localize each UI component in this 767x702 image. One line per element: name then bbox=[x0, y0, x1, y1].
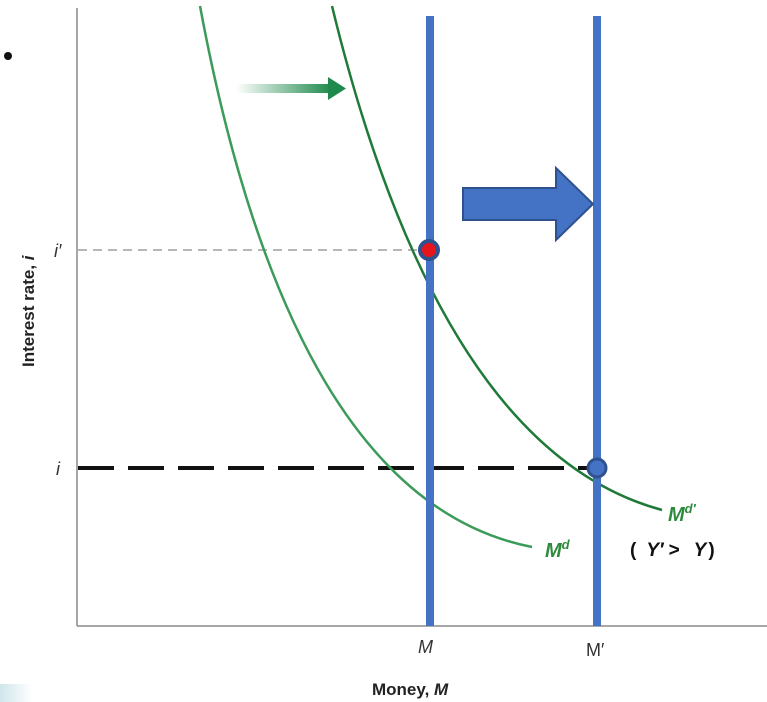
x-tick-m: M bbox=[418, 637, 433, 657]
income-annotation: (Y′ > Y) bbox=[630, 540, 715, 561]
y-tick-i-prime: i′ bbox=[54, 241, 62, 261]
money-demand-curve-md bbox=[198, 5, 533, 549]
slide-bullet-dot bbox=[4, 52, 12, 60]
curve-label-md: Md bbox=[545, 537, 571, 562]
y-axis-title: Interest rate, i bbox=[19, 254, 38, 367]
curve-label-md-prime: Md′ bbox=[668, 501, 697, 526]
supply-shift-arrow bbox=[462, 165, 595, 243]
demand-shift-arrow bbox=[236, 77, 346, 100]
x-tick-m-prime: M′ bbox=[586, 640, 605, 660]
corner-decoration bbox=[0, 684, 32, 702]
equilibrium-point-original bbox=[418, 239, 440, 261]
x-axis-title: Money, M bbox=[372, 680, 449, 699]
money-demand-curve-md-prime bbox=[330, 5, 663, 512]
equilibrium-point-new bbox=[586, 457, 608, 479]
y-tick-i: i bbox=[56, 459, 61, 479]
